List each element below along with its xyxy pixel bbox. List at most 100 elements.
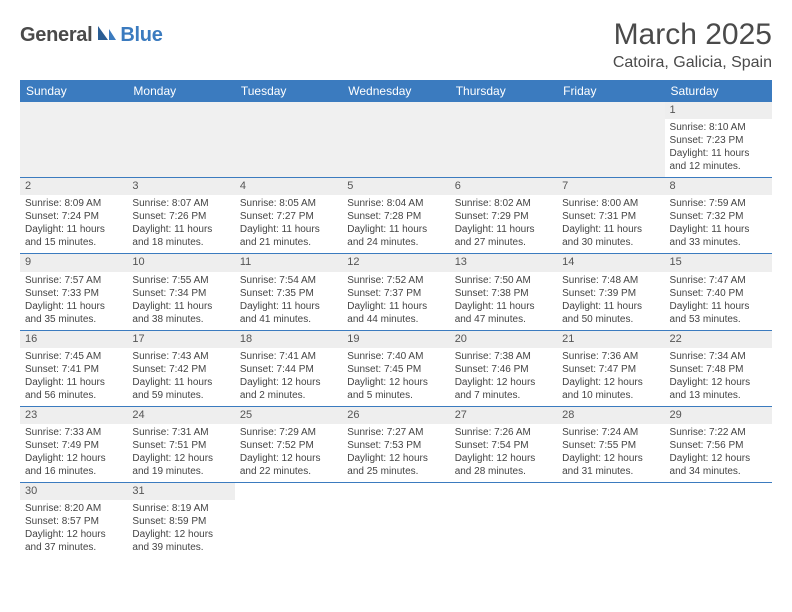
day-info: Sunrise: 8:05 AMSunset: 7:27 PMDaylight:…	[235, 195, 342, 253]
day-number: 23	[20, 407, 127, 424]
calendar-cell-empty	[235, 482, 342, 558]
day-number: 21	[557, 331, 664, 348]
day-number: 22	[665, 331, 772, 348]
calendar-cell: 24Sunrise: 7:31 AMSunset: 7:51 PMDayligh…	[127, 406, 234, 482]
day-number: 31	[127, 483, 234, 500]
calendar-cell-empty	[127, 102, 234, 178]
day-info: Sunrise: 7:40 AMSunset: 7:45 PMDaylight:…	[342, 348, 449, 406]
logo: General Blue	[20, 18, 163, 47]
calendar-row: 2Sunrise: 8:09 AMSunset: 7:24 PMDaylight…	[20, 178, 772, 254]
calendar-cell: 2Sunrise: 8:09 AMSunset: 7:24 PMDaylight…	[20, 178, 127, 254]
calendar-cell: 16Sunrise: 7:45 AMSunset: 7:41 PMDayligh…	[20, 330, 127, 406]
calendar-cell: 14Sunrise: 7:48 AMSunset: 7:39 PMDayligh…	[557, 254, 664, 330]
day-number: 11	[235, 254, 342, 271]
day-info: Sunrise: 7:27 AMSunset: 7:53 PMDaylight:…	[342, 424, 449, 482]
calendar-cell: 31Sunrise: 8:19 AMSunset: 8:59 PMDayligh…	[127, 482, 234, 558]
calendar-cell: 22Sunrise: 7:34 AMSunset: 7:48 PMDayligh…	[665, 330, 772, 406]
day-number: 29	[665, 407, 772, 424]
calendar-cell-empty	[450, 482, 557, 558]
day-info: Sunrise: 8:04 AMSunset: 7:28 PMDaylight:…	[342, 195, 449, 253]
weekday-header: Saturday	[665, 80, 772, 102]
day-info: Sunrise: 7:34 AMSunset: 7:48 PMDaylight:…	[665, 348, 772, 406]
weekday-header: Monday	[127, 80, 234, 102]
calendar-cell: 29Sunrise: 7:22 AMSunset: 7:56 PMDayligh…	[665, 406, 772, 482]
day-number: 4	[235, 178, 342, 195]
day-number: 5	[342, 178, 449, 195]
calendar-row: 23Sunrise: 7:33 AMSunset: 7:49 PMDayligh…	[20, 406, 772, 482]
day-info: Sunrise: 7:24 AMSunset: 7:55 PMDaylight:…	[557, 424, 664, 482]
day-info: Sunrise: 7:54 AMSunset: 7:35 PMDaylight:…	[235, 272, 342, 330]
weekday-header: Friday	[557, 80, 664, 102]
calendar-cell-empty	[20, 102, 127, 178]
calendar-cell: 12Sunrise: 7:52 AMSunset: 7:37 PMDayligh…	[342, 254, 449, 330]
calendar-cell-empty	[665, 482, 772, 558]
day-number: 24	[127, 407, 234, 424]
calendar-cell: 11Sunrise: 7:54 AMSunset: 7:35 PMDayligh…	[235, 254, 342, 330]
day-number: 15	[665, 254, 772, 271]
calendar-cell: 7Sunrise: 8:00 AMSunset: 7:31 PMDaylight…	[557, 178, 664, 254]
day-number: 3	[127, 178, 234, 195]
calendar-cell: 5Sunrise: 8:04 AMSunset: 7:28 PMDaylight…	[342, 178, 449, 254]
calendar-cell: 1Sunrise: 8:10 AMSunset: 7:23 PMDaylight…	[665, 102, 772, 178]
day-info: Sunrise: 8:02 AMSunset: 7:29 PMDaylight:…	[450, 195, 557, 253]
calendar-cell: 18Sunrise: 7:41 AMSunset: 7:44 PMDayligh…	[235, 330, 342, 406]
calendar-cell-empty	[342, 102, 449, 178]
calendar-body: 1Sunrise: 8:10 AMSunset: 7:23 PMDaylight…	[20, 102, 772, 558]
weekday-header: Thursday	[450, 80, 557, 102]
day-info: Sunrise: 8:00 AMSunset: 7:31 PMDaylight:…	[557, 195, 664, 253]
day-info: Sunrise: 7:22 AMSunset: 7:56 PMDaylight:…	[665, 424, 772, 482]
day-number: 8	[665, 178, 772, 195]
day-info: Sunrise: 7:55 AMSunset: 7:34 PMDaylight:…	[127, 272, 234, 330]
calendar-row: 16Sunrise: 7:45 AMSunset: 7:41 PMDayligh…	[20, 330, 772, 406]
day-info: Sunrise: 7:36 AMSunset: 7:47 PMDaylight:…	[557, 348, 664, 406]
day-number: 7	[557, 178, 664, 195]
calendar-cell: 10Sunrise: 7:55 AMSunset: 7:34 PMDayligh…	[127, 254, 234, 330]
day-info: Sunrise: 7:31 AMSunset: 7:51 PMDaylight:…	[127, 424, 234, 482]
day-number: 6	[450, 178, 557, 195]
day-number: 13	[450, 254, 557, 271]
calendar-table: SundayMondayTuesdayWednesdayThursdayFrid…	[20, 80, 772, 558]
calendar-cell: 21Sunrise: 7:36 AMSunset: 7:47 PMDayligh…	[557, 330, 664, 406]
day-info: Sunrise: 7:57 AMSunset: 7:33 PMDaylight:…	[20, 272, 127, 330]
day-number: 20	[450, 331, 557, 348]
weekday-header: Wednesday	[342, 80, 449, 102]
calendar-cell: 15Sunrise: 7:47 AMSunset: 7:40 PMDayligh…	[665, 254, 772, 330]
day-info: Sunrise: 8:19 AMSunset: 8:59 PMDaylight:…	[127, 500, 234, 558]
calendar-cell: 9Sunrise: 7:57 AMSunset: 7:33 PMDaylight…	[20, 254, 127, 330]
calendar-cell: 8Sunrise: 7:59 AMSunset: 7:32 PMDaylight…	[665, 178, 772, 254]
day-number: 12	[342, 254, 449, 271]
day-info: Sunrise: 8:07 AMSunset: 7:26 PMDaylight:…	[127, 195, 234, 253]
calendar-cell-empty	[557, 482, 664, 558]
month-title: March 2025	[613, 18, 772, 52]
calendar-cell: 25Sunrise: 7:29 AMSunset: 7:52 PMDayligh…	[235, 406, 342, 482]
weekday-header: Sunday	[20, 80, 127, 102]
location: Catoira, Galicia, Spain	[613, 54, 772, 72]
logo-text-general: General	[20, 24, 92, 47]
calendar-cell-empty	[342, 482, 449, 558]
day-info: Sunrise: 7:45 AMSunset: 7:41 PMDaylight:…	[20, 348, 127, 406]
calendar-cell: 13Sunrise: 7:50 AMSunset: 7:38 PMDayligh…	[450, 254, 557, 330]
day-number: 26	[342, 407, 449, 424]
logo-sail-icon	[96, 24, 118, 47]
calendar-cell: 17Sunrise: 7:43 AMSunset: 7:42 PMDayligh…	[127, 330, 234, 406]
calendar-cell: 6Sunrise: 8:02 AMSunset: 7:29 PMDaylight…	[450, 178, 557, 254]
logo-text-blue: Blue	[120, 24, 162, 47]
calendar-cell: 20Sunrise: 7:38 AMSunset: 7:46 PMDayligh…	[450, 330, 557, 406]
day-number: 25	[235, 407, 342, 424]
calendar-row: 30Sunrise: 8:20 AMSunset: 8:57 PMDayligh…	[20, 482, 772, 558]
calendar-cell: 19Sunrise: 7:40 AMSunset: 7:45 PMDayligh…	[342, 330, 449, 406]
calendar-cell: 3Sunrise: 8:07 AMSunset: 7:26 PMDaylight…	[127, 178, 234, 254]
calendar-row: 1Sunrise: 8:10 AMSunset: 7:23 PMDaylight…	[20, 102, 772, 178]
day-info: Sunrise: 7:50 AMSunset: 7:38 PMDaylight:…	[450, 272, 557, 330]
calendar-cell: 23Sunrise: 7:33 AMSunset: 7:49 PMDayligh…	[20, 406, 127, 482]
day-number: 1	[665, 102, 772, 119]
weekday-header-row: SundayMondayTuesdayWednesdayThursdayFrid…	[20, 80, 772, 102]
day-number: 2	[20, 178, 127, 195]
title-block: March 2025 Catoira, Galicia, Spain	[613, 18, 772, 72]
calendar-cell: 26Sunrise: 7:27 AMSunset: 7:53 PMDayligh…	[342, 406, 449, 482]
calendar-cell: 30Sunrise: 8:20 AMSunset: 8:57 PMDayligh…	[20, 482, 127, 558]
day-number: 19	[342, 331, 449, 348]
day-info: Sunrise: 7:43 AMSunset: 7:42 PMDaylight:…	[127, 348, 234, 406]
day-info: Sunrise: 7:26 AMSunset: 7:54 PMDaylight:…	[450, 424, 557, 482]
day-info: Sunrise: 8:09 AMSunset: 7:24 PMDaylight:…	[20, 195, 127, 253]
